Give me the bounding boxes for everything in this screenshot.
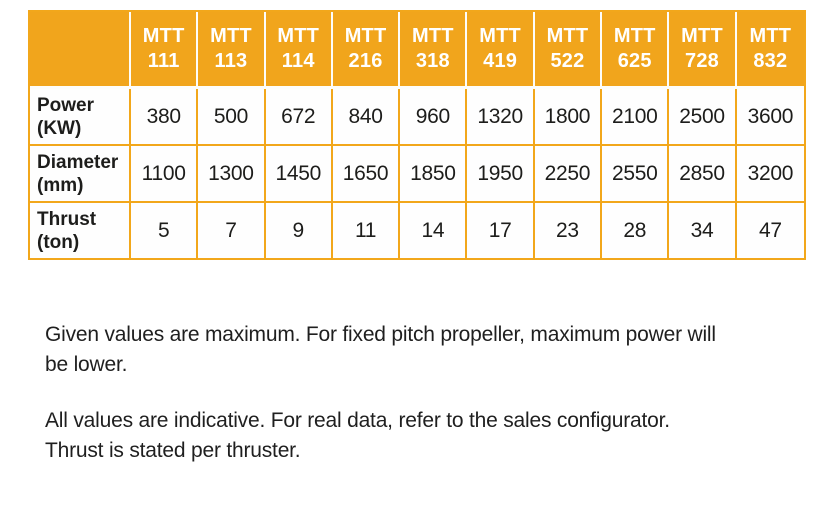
cell-diameter-mtt-728: 2850 xyxy=(669,146,737,203)
cell-diameter-mtt-114: 1450 xyxy=(265,146,333,203)
cell-power-mtt-216: 840 xyxy=(332,89,401,146)
cell-thrust-mtt-625: 28 xyxy=(602,203,670,258)
row-header-thrust: Thrust (ton) xyxy=(30,203,131,258)
cell-diameter-mtt-318: 1850 xyxy=(400,146,468,203)
row-header-power: Power (KW) xyxy=(30,89,131,146)
model-line: 728 xyxy=(685,50,720,72)
cell-diameter-mtt-113: 1300 xyxy=(198,146,266,203)
cell-thrust-mtt-114: 9 xyxy=(265,203,333,258)
row-label-line: Diameter xyxy=(37,151,119,173)
col-header-mtt-318: MTT 318 xyxy=(400,12,468,89)
spec-row-thrust: Thrust (ton) 5 7 9 11 14 17 23 28 34 47 xyxy=(30,203,804,258)
model-line: 419 xyxy=(483,50,518,72)
cell-diameter-mtt-522: 2250 xyxy=(534,146,603,203)
cell-diameter-mtt-625: 2550 xyxy=(602,146,670,203)
spec-row-power: Power (KW) 380 500 672 840 960 1320 1800 2100 2500… xyxy=(30,89,804,146)
col-header-mtt-419: MTT 419 xyxy=(467,12,535,89)
model-line: 216 xyxy=(348,50,383,72)
col-header-mtt-114: MTT 114 xyxy=(265,12,333,89)
cell-thrust-mtt-318: 14 xyxy=(400,203,468,258)
cell-diameter-mtt-832: 3200 xyxy=(736,146,804,203)
model-line: 625 xyxy=(617,50,652,72)
thruster-spec-table: MTT 111 MTT 113 MTT 114 MTT 216 MTT 318 MTT 419 MTT 5… xyxy=(28,10,806,260)
corner-cell xyxy=(30,12,131,89)
row-label-line: (KW) xyxy=(37,117,82,139)
col-header-mtt-113: MTT 113 xyxy=(198,12,266,89)
cell-thrust-mtt-522: 23 xyxy=(534,203,603,258)
model-line: MTT xyxy=(344,25,387,47)
note-line: Thrust is stated per thruster. xyxy=(45,439,301,462)
model-line: MTT xyxy=(749,25,792,47)
model-line: MTT xyxy=(546,25,589,47)
model-line: 111 xyxy=(147,50,180,72)
spec-table-body: Power (KW) 380 500 672 840 960 1320 1800 2100 2500… xyxy=(30,89,804,258)
model-line: 114 xyxy=(281,50,315,72)
cell-power-mtt-113: 500 xyxy=(198,89,266,146)
model-line: MTT xyxy=(142,25,185,47)
note-line: Given values are maximum. For fixed pitc… xyxy=(45,323,716,346)
col-header-mtt-832: MTT 832 xyxy=(736,12,804,89)
cell-thrust-mtt-113: 7 xyxy=(198,203,266,258)
row-label-line: Power xyxy=(37,94,95,116)
row-label-line: (mm) xyxy=(37,174,84,196)
model-line: 318 xyxy=(415,50,450,72)
note-line: be lower. xyxy=(45,353,128,376)
model-line: MTT xyxy=(277,25,320,47)
cell-power-mtt-522: 1800 xyxy=(534,89,603,146)
cell-thrust-mtt-419: 17 xyxy=(467,203,535,258)
cell-thrust-mtt-216: 11 xyxy=(332,203,401,258)
cell-power-mtt-318: 960 xyxy=(400,89,468,146)
model-line: MTT xyxy=(479,25,521,47)
row-label-line: (ton) xyxy=(37,231,80,253)
cell-power-mtt-728: 2500 xyxy=(669,89,737,146)
note-maximum-values: Given values are maximum. For fixed pitc… xyxy=(45,320,716,380)
col-header-mtt-522: MTT 522 xyxy=(534,12,603,89)
cell-diameter-mtt-419: 1950 xyxy=(467,146,535,203)
model-line: 522 xyxy=(550,50,585,72)
model-line: MTT xyxy=(681,25,723,47)
model-line: MTT xyxy=(411,25,454,47)
cell-thrust-mtt-832: 47 xyxy=(736,203,804,258)
model-line: 832 xyxy=(753,50,788,72)
model-line: 113 xyxy=(214,50,248,72)
col-header-mtt-728: MTT 728 xyxy=(669,12,737,89)
header-row: MTT 111 MTT 113 MTT 114 MTT 216 MTT 318 MTT 419 MTT 5… xyxy=(30,12,804,89)
col-header-mtt-625: MTT 625 xyxy=(602,12,670,89)
row-header-diameter: Diameter (mm) xyxy=(30,146,131,203)
cell-thrust-mtt-728: 34 xyxy=(669,203,737,258)
cell-power-mtt-832: 3600 xyxy=(736,89,804,146)
cell-power-mtt-114: 672 xyxy=(265,89,333,146)
spec-row-diameter: Diameter (mm) 1100 1300 1450 1650 1850 1950 2250… xyxy=(30,146,804,203)
cell-thrust-mtt-111: 5 xyxy=(131,203,199,258)
note-indicative-values: All values are indicative. For real data… xyxy=(45,406,670,466)
col-header-mtt-216: MTT 216 xyxy=(332,12,401,89)
cell-power-mtt-419: 1320 xyxy=(467,89,535,146)
model-line: MTT xyxy=(613,25,656,47)
note-line: All values are indicative. For real data… xyxy=(45,409,670,432)
row-label-line: Thrust xyxy=(37,208,97,230)
cell-diameter-mtt-216: 1650 xyxy=(332,146,401,203)
cell-power-mtt-625: 2100 xyxy=(602,89,670,146)
model-line: MTT xyxy=(210,25,252,47)
cell-power-mtt-111: 380 xyxy=(131,89,199,146)
cell-diameter-mtt-111: 1100 xyxy=(131,146,199,203)
col-header-mtt-111: MTT 111 xyxy=(131,12,199,89)
